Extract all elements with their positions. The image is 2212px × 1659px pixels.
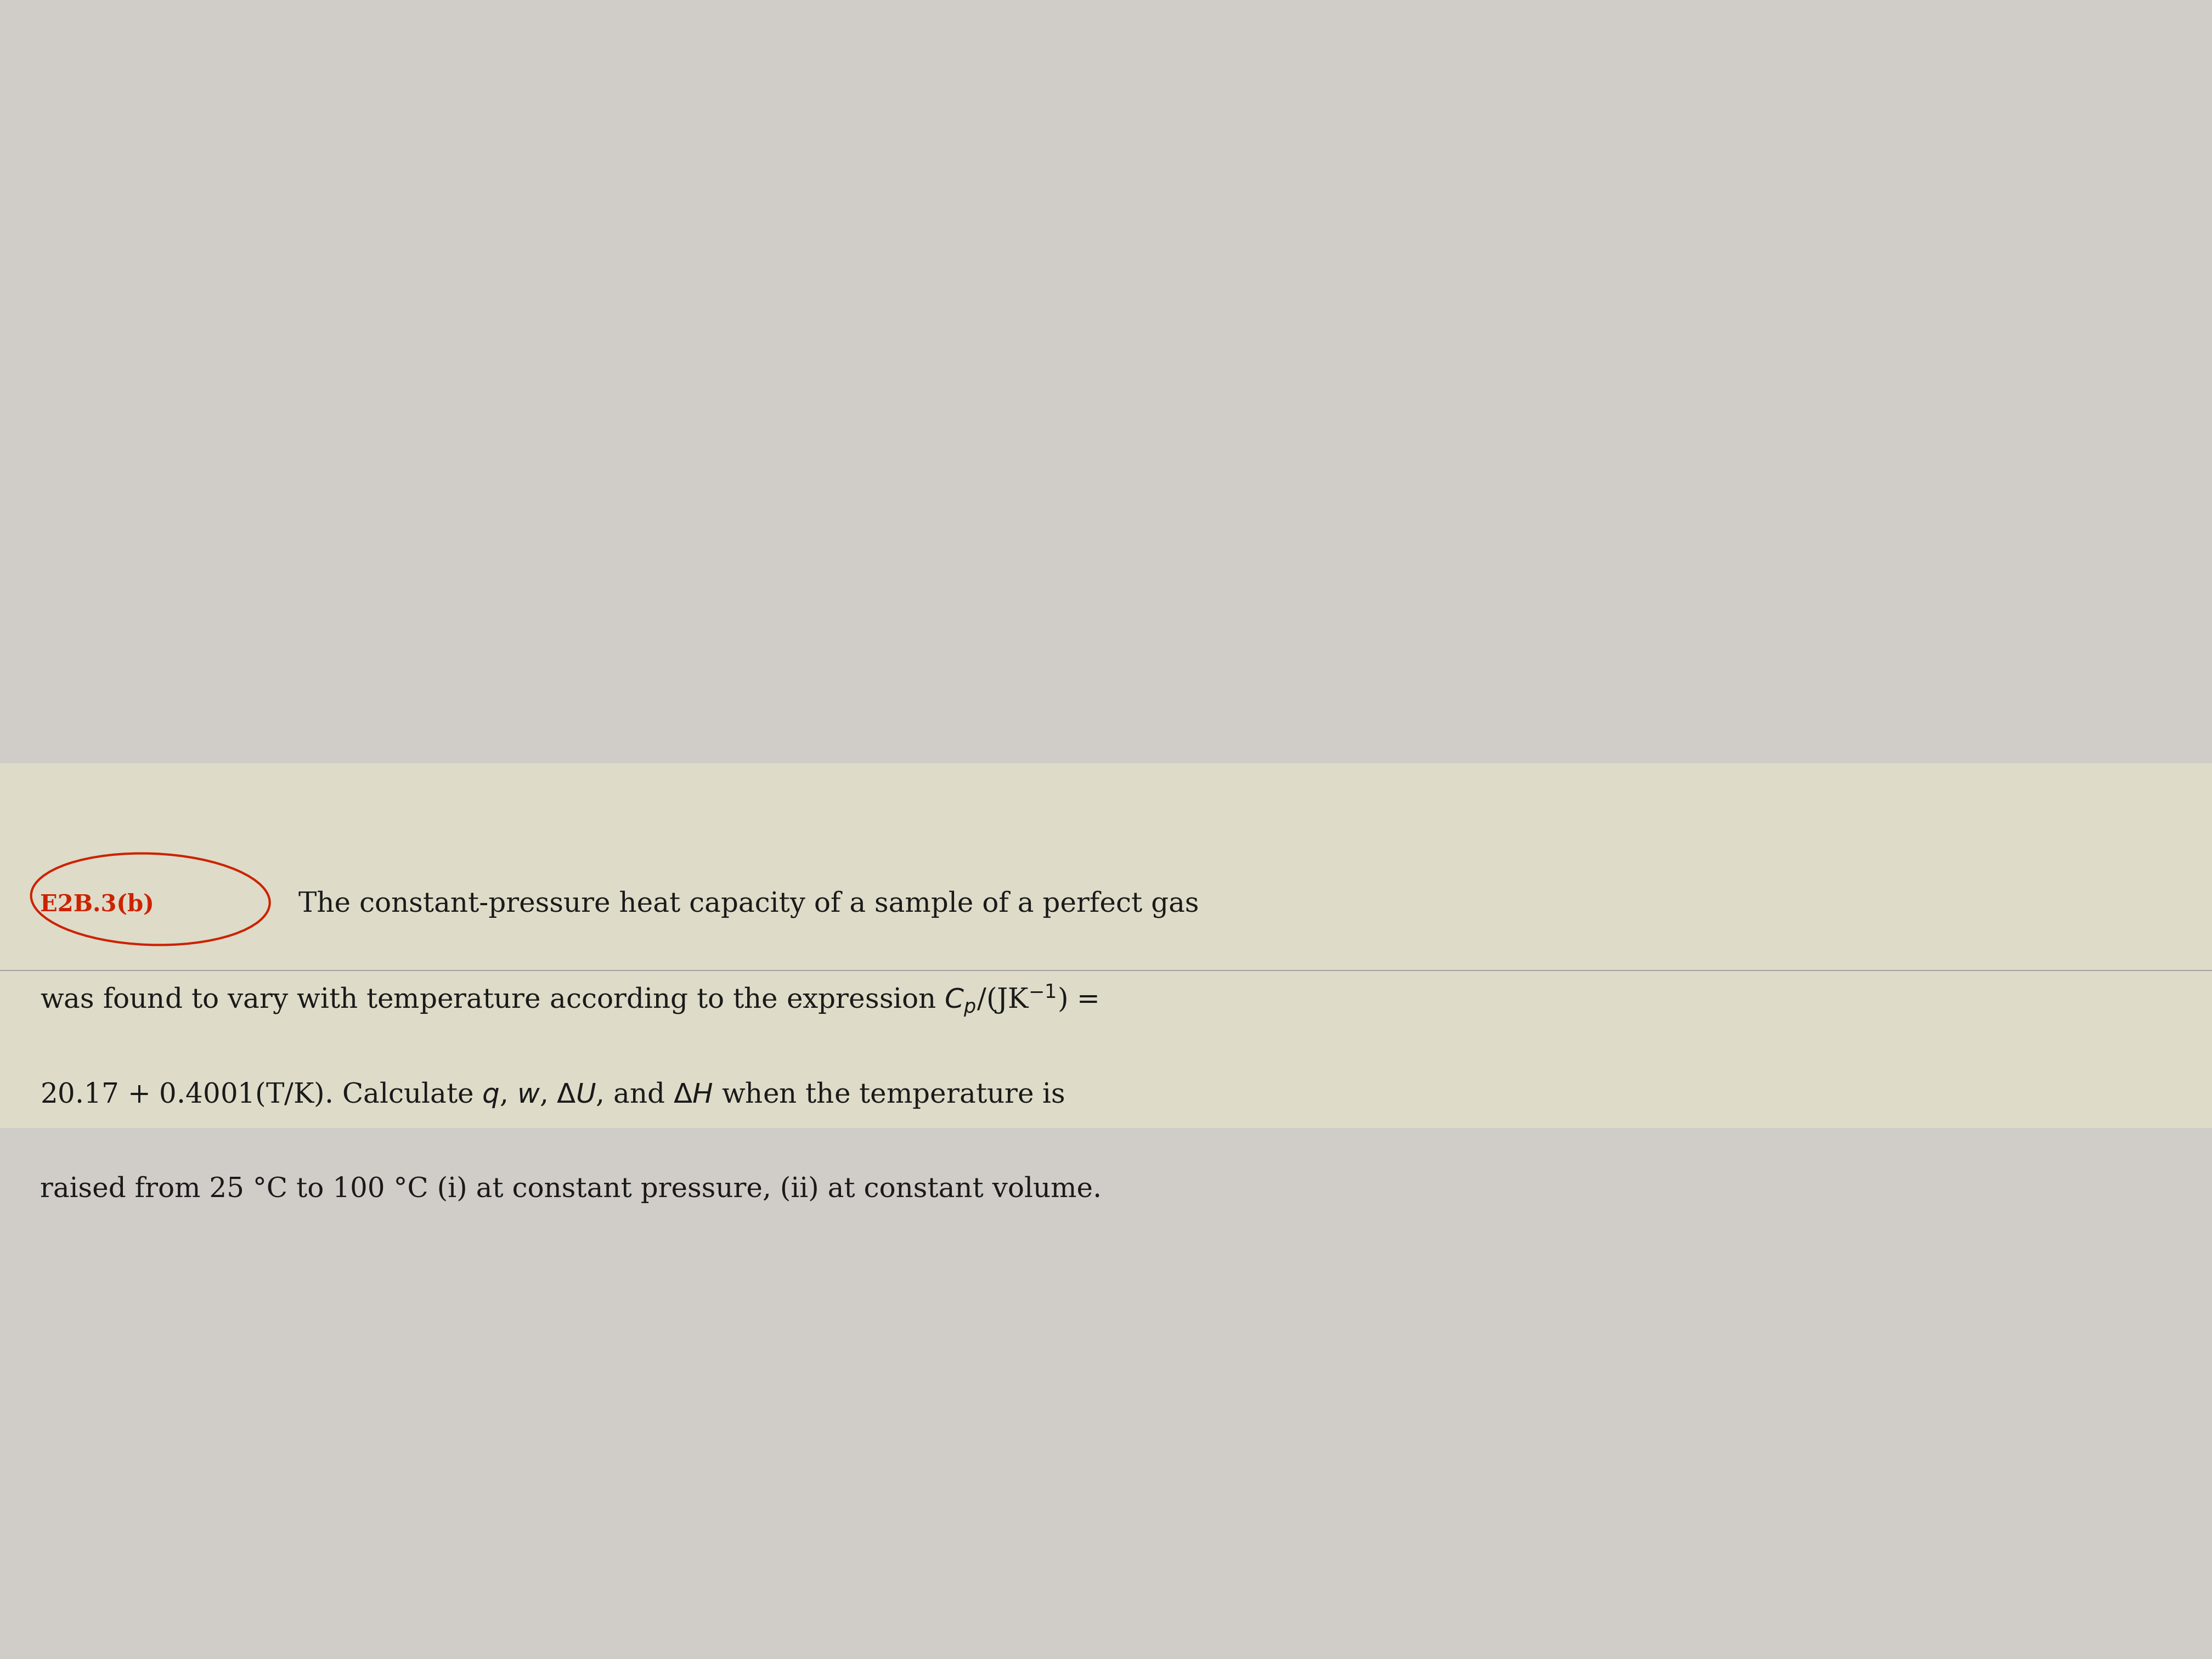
Text: The constant-pressure heat capacity of a sample of a perfect gas: The constant-pressure heat capacity of a… xyxy=(299,891,1199,917)
FancyBboxPatch shape xyxy=(0,763,2212,1128)
Text: E2B.3(b): E2B.3(b) xyxy=(40,893,155,916)
Text: raised from 25 °C to 100 °C (i) at constant pressure, (ii) at constant volume.: raised from 25 °C to 100 °C (i) at const… xyxy=(40,1176,1102,1203)
Text: 20.17 + 0.4001(T/K). Calculate $q$, $w$, $\Delta U$, and $\Delta H$ when the tem: 20.17 + 0.4001(T/K). Calculate $q$, $w$,… xyxy=(40,1080,1064,1110)
Text: was found to vary with temperature according to the expression $C_p$/(JK$^{-1}$): was found to vary with temperature accor… xyxy=(40,982,1097,1019)
